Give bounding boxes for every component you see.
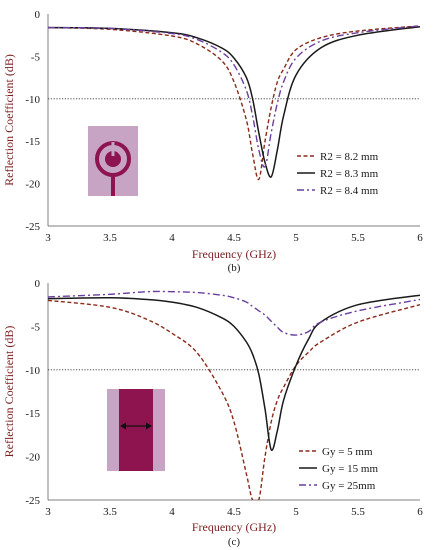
y-tick-label: -10: [25, 94, 40, 106]
chart-panel-b: 3 3.5 4 4.5 5 5.5 6 0 -5 -10 -15 -20 -25 Frequency (G…: [2, 9, 423, 274]
y-tick-label: -15: [25, 408, 40, 420]
y-axis-title: Reflection Coefficient (dB): [2, 326, 16, 458]
x-tick-label: 4: [169, 506, 175, 518]
series-line-1: [48, 294, 420, 451]
x-tick-label: 5.5: [351, 506, 365, 518]
x-tick-label: 5.5: [351, 232, 365, 244]
x-tick-label: 6: [417, 506, 423, 518]
x-tick-label: 6: [417, 232, 423, 244]
x-tick-label: 5: [293, 232, 299, 244]
legend-label-1: R2 = 8.3 mm: [320, 168, 379, 180]
x-tick-label: 5: [293, 506, 299, 518]
y-tick-label: -20: [25, 452, 40, 464]
y-tick-label: -15: [25, 136, 40, 148]
y-tick-label: -25: [25, 495, 40, 507]
circular-ring-patch-icon: [88, 126, 138, 196]
x-tick-label: 3: [45, 506, 51, 518]
series-line-2: [48, 290, 420, 336]
patch-strip: [119, 389, 153, 471]
arrow-head-right: [146, 422, 152, 430]
y-tick-label: 0: [35, 9, 41, 21]
y-tick-label: -5: [31, 51, 41, 63]
x-axis-title: Frequency (GHz): [192, 520, 276, 534]
x-tick-label: 4.5: [227, 232, 241, 244]
series-line-0: [48, 299, 420, 500]
x-axis-title: Frequency (GHz): [192, 247, 276, 261]
series-line-1: [48, 25, 420, 178]
legend-label-1: Gy = 15 mm: [322, 463, 378, 475]
y-tick-label: -20: [25, 179, 40, 191]
legend-label-0: Gy = 5 mm: [322, 446, 373, 458]
panel-label: (c): [228, 536, 241, 548]
ring-slot: [111, 142, 115, 156]
x-tick-label: 3.5: [103, 232, 117, 244]
y-tick-label: -10: [25, 365, 40, 377]
y-axis-title: Reflection Coefficient (dB): [2, 54, 16, 186]
series-line-2: [48, 25, 420, 168]
via-dot: [118, 151, 122, 155]
arrow-head-left: [120, 422, 126, 430]
y-tick-label: 0: [35, 278, 41, 290]
rectangular-patch-icon: [107, 389, 165, 471]
y-tick-label: -5: [31, 321, 41, 333]
x-tick-label: 3: [45, 232, 51, 244]
y-tick-label: -25: [25, 221, 40, 233]
chart-panel-c: 3 3.5 4 4.5 5 5.5 6 0 -5 -10 -15 -20 -25 Frequency (G…: [2, 278, 423, 548]
x-tick-label: 4.5: [227, 506, 241, 518]
inner-disc: [105, 151, 121, 167]
series-line-0: [48, 25, 420, 181]
legend-label-0: R2 = 8.2 mm: [320, 151, 379, 163]
panel-label: (b): [228, 262, 241, 274]
x-tick-label: 3.5: [103, 506, 117, 518]
legend-label-2: Gy = 25mm: [322, 480, 376, 492]
x-tick-label: 4: [169, 232, 175, 244]
legend-label-2: R2 = 8.4 mm: [320, 185, 379, 197]
feed-line: [111, 175, 115, 196]
